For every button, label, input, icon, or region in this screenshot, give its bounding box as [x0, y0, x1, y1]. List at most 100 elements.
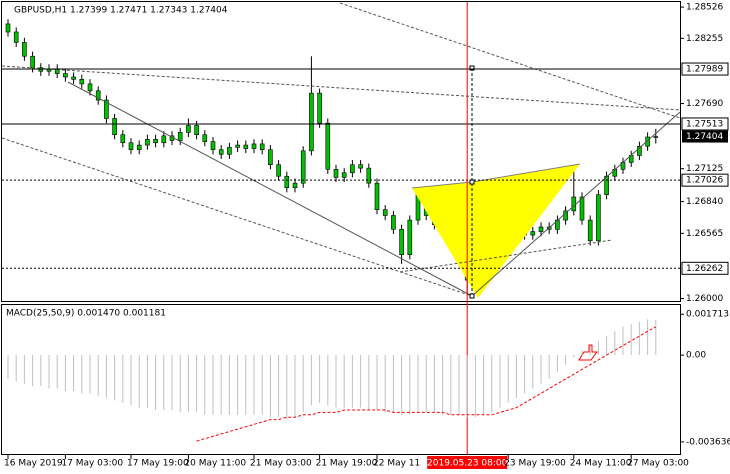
candle-body [309, 92, 314, 152]
candle-body [186, 125, 191, 133]
candle-body [5, 23, 11, 33]
drawing-objects [1, 2, 681, 361]
candle-body [161, 135, 167, 144]
candle-body [579, 196, 585, 221]
level-label: 1.26262 [686, 264, 723, 274]
candle-body [145, 139, 150, 146]
candle-body [202, 134, 208, 142]
x-tick-label: 17 May 03:00 [61, 459, 123, 469]
channel-line [1, 65, 681, 111]
candle-body [358, 164, 363, 169]
candle-body [350, 164, 355, 174]
harmonic-pattern [412, 182, 478, 298]
x-tick-label: 21 May 19:00 [316, 459, 378, 469]
candle-body [538, 226, 544, 232]
candle-body [235, 144, 240, 148]
candle-body [243, 144, 249, 149]
candle-body [128, 142, 134, 150]
level-label: 1.27989 [686, 65, 723, 75]
level-label-box [681, 62, 729, 76]
channel-line [1, 137, 473, 297]
candle-body [95, 90, 101, 101]
trend-line [67, 81, 473, 297]
candle-body [292, 182, 298, 189]
candle-body [317, 92, 322, 124]
chart-title: GBPUSD,H1 1.27399 1.27471 1.27343 1.2740… [14, 6, 228, 16]
y-tick-label: 0.001713 [686, 310, 729, 320]
x-tick-label: 21 May 03:00 [250, 459, 312, 469]
candle-body [530, 231, 536, 236]
trend-line [471, 111, 681, 297]
channel-line [399, 239, 613, 273]
candle-body [284, 175, 290, 189]
x-tick-label: 16 May 2019 [4, 459, 63, 469]
y-tick-label: 1.27125 [686, 164, 723, 174]
candle-body [13, 31, 19, 43]
y-tick-label: 1.26565 [686, 229, 723, 239]
x-tick-label: 27 May 03:00 [627, 459, 689, 469]
candle-body [194, 125, 199, 135]
candle-body [251, 143, 257, 149]
x-tick-label: 20 May 11:00 [184, 459, 246, 469]
x-tick-label: 23 May 19:00 [504, 459, 566, 469]
candle-body [177, 132, 183, 141]
crosshair-label-box [427, 456, 508, 469]
level-label-box [681, 173, 729, 187]
candle-body [604, 175, 609, 195]
indicator-title: MACD(25,50,9) 0.001470 0.001181 [6, 309, 166, 319]
candle-body [366, 167, 372, 184]
last-price-box [682, 130, 728, 143]
price-panel-frame [1, 1, 681, 302]
y-tick-label: 1.26000 [686, 294, 723, 304]
candle-body [120, 134, 126, 144]
candle-body [30, 55, 35, 69]
x-tick-label: 2019.05.23 08:00 [427, 459, 508, 469]
x-tick-label: 22 May 11 [373, 459, 420, 469]
y-tick-label: 1.28255 [686, 34, 723, 44]
last-price-label: 1.27404 [686, 132, 723, 142]
x-tick-label: 17 May 19:00 [127, 459, 189, 469]
y-tick-label: 0.00 [686, 351, 706, 361]
candle-body [227, 147, 232, 155]
candle-body [374, 182, 380, 210]
level-label: 1.27026 [686, 176, 723, 186]
candle-body [71, 76, 76, 80]
candle-body [645, 136, 650, 147]
candle-body [653, 136, 659, 138]
candle-body [210, 141, 216, 150]
candle-body [153, 139, 158, 144]
candle-body [571, 196, 577, 212]
y-tick-label: -0.003636 [686, 437, 730, 447]
candle-body [79, 79, 85, 85]
level-label-box [681, 261, 729, 275]
x-tick-label: 24 May 11:00 [570, 459, 632, 469]
candle-body [22, 42, 27, 57]
candle-body [382, 209, 388, 216]
candle-body [276, 164, 281, 177]
candle-body [268, 149, 273, 165]
candle-body [325, 122, 331, 170]
candle-body [112, 118, 117, 135]
candle-body [596, 194, 601, 242]
candle-body [136, 144, 142, 150]
y-tick-label: 1.27690 [686, 99, 723, 109]
candle-body [333, 169, 339, 178]
level-label-box [681, 117, 729, 131]
level-label: 1.27513 [686, 119, 723, 129]
candle-body [587, 219, 593, 242]
candle-body [300, 150, 306, 184]
signal-arrow [578, 344, 598, 361]
y-tick-label: 1.26840 [686, 197, 723, 207]
measure-handle [469, 65, 475, 71]
candle-body [399, 229, 404, 255]
candle-body [63, 73, 68, 78]
candle-body [391, 215, 396, 230]
macd-panel-frame [1, 304, 681, 455]
candle-body [87, 83, 93, 92]
candle-body [218, 149, 224, 155]
candle-body [341, 172, 347, 178]
candle-body [407, 219, 413, 255]
measure-handle [469, 293, 475, 299]
candle-body [259, 143, 265, 150]
